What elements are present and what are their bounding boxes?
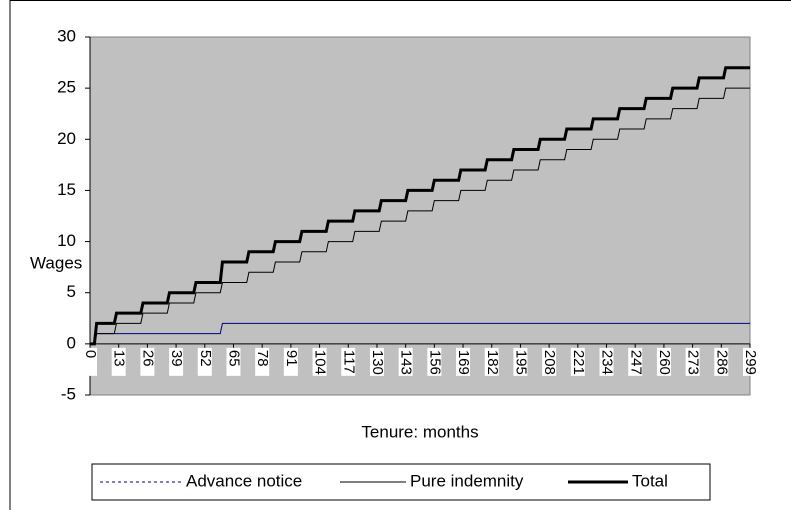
x-tick-label-bg <box>226 347 241 376</box>
x-tick-label-bg <box>341 347 356 376</box>
x-tick-label-bg <box>513 347 528 376</box>
x-tick-label-bg <box>570 347 585 376</box>
x-tick-label: 130 <box>369 350 386 375</box>
y-tick-label: 15 <box>57 180 76 199</box>
y-tick-label: 25 <box>57 78 76 97</box>
x-tick-label-bg <box>283 347 298 376</box>
x-tick-label-bg <box>599 347 614 376</box>
x-tick-label: 78 <box>254 350 271 367</box>
x-tick-label: 0 <box>82 350 99 358</box>
x-tick-label-bg <box>484 347 499 376</box>
x-tick-label-bg <box>398 347 413 376</box>
x-axis-label: Tenure: months <box>361 422 478 441</box>
series-line <box>90 66 750 346</box>
x-tick-label: 299 <box>742 350 759 375</box>
x-tick-label-bg <box>140 347 155 376</box>
x-tick-label-bg <box>111 347 126 376</box>
y-tick-label: 10 <box>57 231 76 250</box>
x-tick-label-bg <box>714 347 729 376</box>
x-tick-label: 273 <box>685 350 702 375</box>
x-tick-label: 117 <box>340 350 357 374</box>
x-tick-label-bg <box>456 347 471 376</box>
x-tick-label: 182 <box>484 350 501 375</box>
x-tick-label-bg <box>169 347 184 376</box>
x-tick-label: 26 <box>139 350 156 367</box>
y-tick-label: -5 <box>61 384 76 403</box>
legend-label: Advance notice <box>186 471 302 490</box>
x-tick-label: 143 <box>398 350 415 375</box>
x-tick-label-bg <box>656 347 671 376</box>
x-tick-label-bg <box>369 347 384 376</box>
x-tick-label: 13 <box>111 350 128 367</box>
x-tick-label: 195 <box>512 350 529 375</box>
x-tick-label-bg <box>83 347 97 376</box>
x-tick-label: 65 <box>226 350 243 367</box>
x-tick-label-bg <box>312 347 327 376</box>
x-tick-label: 91 <box>283 350 300 367</box>
x-tick-label-bg <box>628 347 643 376</box>
x-tick-label: 52 <box>197 350 214 367</box>
plot-area <box>89 36 751 396</box>
x-tick-label-bg <box>427 347 442 376</box>
x-tick-label: 156 <box>426 350 443 375</box>
y-axis-label: Wages <box>30 253 82 272</box>
y-tick-label: 30 <box>57 26 76 45</box>
y-tick-label: 20 <box>57 129 76 148</box>
x-tick-label-bg <box>743 347 757 376</box>
x-tick-label: 39 <box>168 350 185 367</box>
x-tick-label: 169 <box>455 350 472 375</box>
x-tick-label: 286 <box>713 350 730 375</box>
x-tick-label-bg <box>255 347 270 376</box>
legend-label: Pure indemnity <box>410 471 524 490</box>
x-tick-label: 208 <box>541 350 558 375</box>
x-tick-label-bg <box>685 347 700 376</box>
x-tick-label-bg <box>197 347 212 376</box>
series-line <box>90 87 750 345</box>
x-tick-label-bg <box>542 347 557 376</box>
x-tick-label: 260 <box>656 350 673 375</box>
y-tick-label: 5 <box>67 282 76 301</box>
x-tick-label: 221 <box>570 350 587 375</box>
x-tick-label: 104 <box>312 350 329 375</box>
x-tick-label: 247 <box>627 350 644 375</box>
x-tick-label: 234 <box>599 350 616 375</box>
y-tick-label: 0 <box>67 333 76 352</box>
legend-label: Total <box>632 471 668 490</box>
series-line <box>90 322 750 345</box>
